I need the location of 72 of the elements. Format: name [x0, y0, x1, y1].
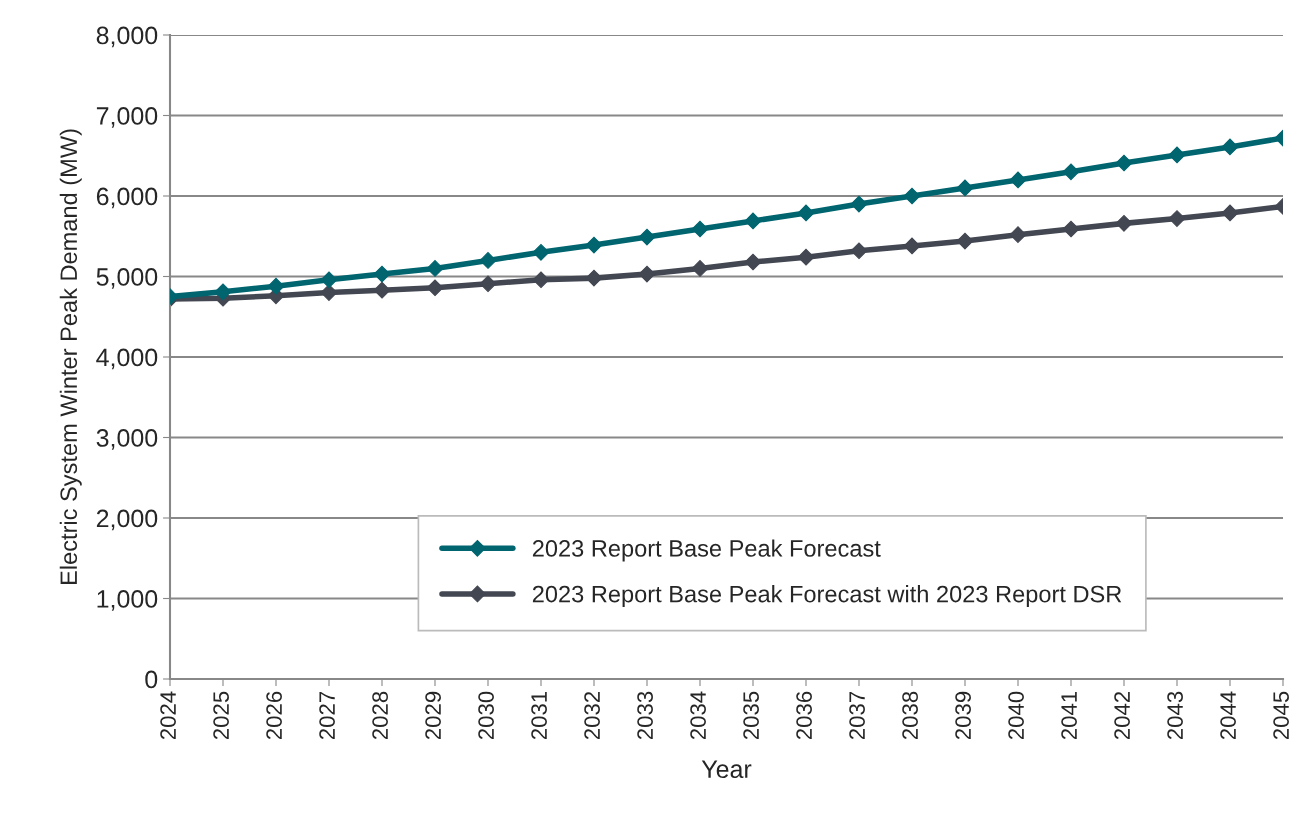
point — [1062, 220, 1080, 238]
point — [744, 253, 762, 271]
point — [532, 271, 550, 289]
point — [373, 281, 391, 299]
x-tick-label: 2032 — [584, 691, 600, 740]
point — [956, 179, 974, 197]
point — [585, 269, 603, 287]
point — [1115, 154, 1133, 172]
point — [585, 236, 603, 254]
x-axis-title: Year — [701, 760, 752, 779]
point — [267, 277, 285, 295]
legend-label: 2023 Report Base Peak Forecast — [532, 539, 881, 562]
legend-label: 2023 Report Base Peak Forecast with 2023 Report DSR — [532, 585, 1122, 608]
point — [903, 237, 921, 255]
y-axis-title: Electric System Winter Peak Demand (MW) — [59, 129, 82, 584]
point — [1009, 171, 1027, 189]
point — [797, 248, 815, 266]
y-tick-label: 4,000 — [96, 348, 158, 370]
point — [1221, 138, 1239, 156]
x-tick-label: 2045 — [1273, 691, 1289, 740]
x-tick-label: 2035 — [743, 691, 759, 740]
x-tick-label: 2037 — [849, 691, 865, 740]
x-tick-label: 2044 — [1220, 691, 1236, 740]
point — [479, 275, 497, 293]
point — [797, 204, 815, 222]
x-tick-label: 2025 — [213, 691, 229, 740]
x-tick-label: 2040 — [1008, 691, 1024, 740]
y-tick-label: 5,000 — [96, 268, 158, 289]
x-tick-label: 2024 — [160, 691, 176, 740]
x-tick-label: 2042 — [1114, 691, 1130, 740]
point — [1168, 146, 1186, 164]
x-tick-label: 2038 — [902, 691, 918, 740]
x-tick-label: 2036 — [796, 691, 812, 740]
x-tick-label: 2034 — [690, 691, 706, 740]
point — [691, 260, 709, 277]
x-tick-label: 2033 — [637, 691, 653, 740]
x-tick-label: 2039 — [955, 691, 971, 740]
point — [320, 271, 338, 289]
x-tick-label: 2031 — [531, 691, 547, 740]
y-tick-label: 6,000 — [96, 187, 158, 209]
point — [744, 212, 762, 230]
point — [1009, 226, 1027, 244]
x-tick-label: 2041 — [1061, 691, 1077, 740]
point — [479, 252, 497, 269]
y-tick-label: 0 — [145, 670, 158, 689]
x-tick-label: 2027 — [319, 691, 335, 740]
point — [691, 220, 709, 238]
point — [1168, 210, 1186, 227]
point — [426, 279, 444, 297]
x-tick-label: 2029 — [425, 691, 441, 740]
x-tick-label: 2043 — [1167, 691, 1183, 740]
y-tick-label: 3,000 — [96, 429, 158, 450]
point — [956, 232, 974, 250]
point — [426, 260, 444, 277]
point — [1221, 204, 1239, 222]
y-tick-label: 7,000 — [96, 107, 158, 128]
point — [638, 265, 656, 283]
point — [1062, 163, 1080, 181]
point — [214, 283, 232, 301]
point — [1115, 214, 1133, 232]
x-tick-label: 2028 — [372, 691, 388, 740]
y-tick-label: 8,000 — [96, 26, 158, 48]
point — [532, 243, 550, 261]
point — [850, 195, 868, 213]
point — [850, 242, 868, 260]
y-tick-label: 2,000 — [96, 509, 158, 531]
x-tick-label: 2030 — [478, 691, 494, 740]
y-tick-label: 1,000 — [97, 590, 158, 611]
point — [903, 187, 921, 205]
point — [638, 228, 656, 246]
point — [373, 265, 391, 283]
x-tick-label: 2026 — [266, 691, 282, 740]
